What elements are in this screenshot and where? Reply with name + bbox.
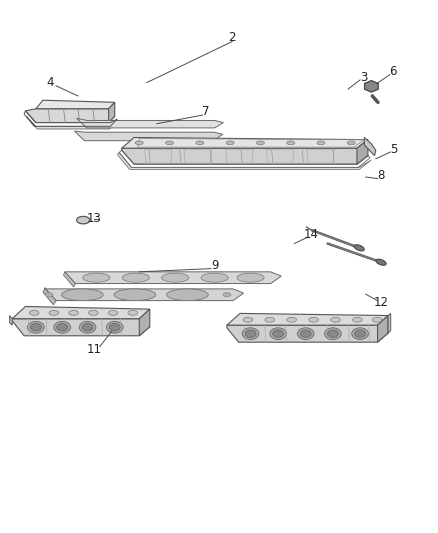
Polygon shape bbox=[109, 102, 115, 123]
Ellipse shape bbox=[79, 321, 96, 333]
Polygon shape bbox=[227, 325, 388, 342]
Polygon shape bbox=[64, 272, 75, 287]
Ellipse shape bbox=[270, 328, 286, 340]
Ellipse shape bbox=[243, 317, 253, 322]
Ellipse shape bbox=[297, 328, 314, 340]
Ellipse shape bbox=[376, 259, 386, 265]
Ellipse shape bbox=[272, 330, 284, 337]
Ellipse shape bbox=[28, 321, 44, 333]
Polygon shape bbox=[357, 140, 368, 164]
Polygon shape bbox=[364, 80, 378, 92]
Ellipse shape bbox=[29, 310, 39, 316]
Ellipse shape bbox=[352, 328, 368, 340]
Ellipse shape bbox=[353, 317, 362, 322]
Polygon shape bbox=[74, 131, 223, 141]
Ellipse shape bbox=[61, 289, 103, 301]
Ellipse shape bbox=[226, 141, 234, 144]
Ellipse shape bbox=[327, 330, 338, 337]
Ellipse shape bbox=[354, 330, 365, 337]
Polygon shape bbox=[45, 288, 244, 301]
Text: 5: 5 bbox=[391, 143, 398, 156]
Text: 13: 13 bbox=[87, 212, 102, 225]
Ellipse shape bbox=[106, 321, 123, 333]
Text: 8: 8 bbox=[378, 169, 385, 182]
Ellipse shape bbox=[45, 293, 53, 297]
Ellipse shape bbox=[196, 141, 204, 144]
Ellipse shape bbox=[300, 330, 311, 337]
Ellipse shape bbox=[162, 273, 189, 282]
Ellipse shape bbox=[88, 310, 98, 316]
Ellipse shape bbox=[265, 317, 275, 322]
Text: 9: 9 bbox=[211, 259, 219, 272]
Ellipse shape bbox=[223, 293, 231, 297]
Text: 12: 12 bbox=[374, 296, 389, 309]
Polygon shape bbox=[227, 313, 388, 325]
Polygon shape bbox=[26, 116, 116, 129]
Text: 7: 7 bbox=[202, 106, 210, 118]
Ellipse shape bbox=[114, 289, 156, 301]
Text: 14: 14 bbox=[304, 228, 318, 241]
Polygon shape bbox=[10, 316, 12, 325]
Ellipse shape bbox=[201, 273, 228, 282]
Polygon shape bbox=[122, 138, 368, 148]
Text: 2: 2 bbox=[228, 31, 236, 44]
Ellipse shape bbox=[287, 317, 297, 322]
Ellipse shape bbox=[372, 317, 382, 322]
Polygon shape bbox=[117, 152, 371, 169]
Ellipse shape bbox=[245, 330, 256, 337]
Polygon shape bbox=[122, 148, 368, 164]
Ellipse shape bbox=[69, 310, 78, 316]
Ellipse shape bbox=[242, 328, 259, 340]
Polygon shape bbox=[77, 118, 223, 128]
Text: 4: 4 bbox=[46, 76, 54, 89]
Ellipse shape bbox=[317, 141, 325, 144]
Ellipse shape bbox=[82, 324, 93, 331]
Text: 6: 6 bbox=[389, 66, 397, 78]
Polygon shape bbox=[12, 319, 150, 336]
Ellipse shape bbox=[108, 310, 118, 316]
Ellipse shape bbox=[31, 324, 41, 331]
Ellipse shape bbox=[54, 321, 71, 333]
Text: 11: 11 bbox=[87, 343, 102, 356]
Ellipse shape bbox=[237, 273, 264, 282]
Ellipse shape bbox=[309, 317, 318, 322]
Ellipse shape bbox=[135, 141, 143, 144]
Polygon shape bbox=[364, 138, 376, 156]
Polygon shape bbox=[36, 100, 115, 109]
Ellipse shape bbox=[331, 317, 340, 322]
Ellipse shape bbox=[325, 328, 341, 340]
Polygon shape bbox=[12, 306, 150, 319]
Polygon shape bbox=[388, 313, 391, 333]
Ellipse shape bbox=[354, 245, 364, 251]
Polygon shape bbox=[139, 309, 150, 336]
Ellipse shape bbox=[57, 324, 67, 331]
Ellipse shape bbox=[122, 273, 149, 282]
Ellipse shape bbox=[83, 273, 110, 282]
Polygon shape bbox=[65, 272, 281, 284]
Polygon shape bbox=[25, 109, 115, 123]
Ellipse shape bbox=[49, 310, 59, 316]
Ellipse shape bbox=[257, 141, 265, 144]
Ellipse shape bbox=[166, 289, 208, 301]
Ellipse shape bbox=[128, 310, 138, 316]
Ellipse shape bbox=[166, 141, 173, 144]
Ellipse shape bbox=[110, 324, 120, 331]
Text: 3: 3 bbox=[360, 71, 367, 84]
Ellipse shape bbox=[287, 141, 295, 144]
Ellipse shape bbox=[77, 216, 90, 224]
Ellipse shape bbox=[347, 141, 355, 144]
Polygon shape bbox=[378, 316, 388, 342]
Polygon shape bbox=[43, 288, 56, 305]
